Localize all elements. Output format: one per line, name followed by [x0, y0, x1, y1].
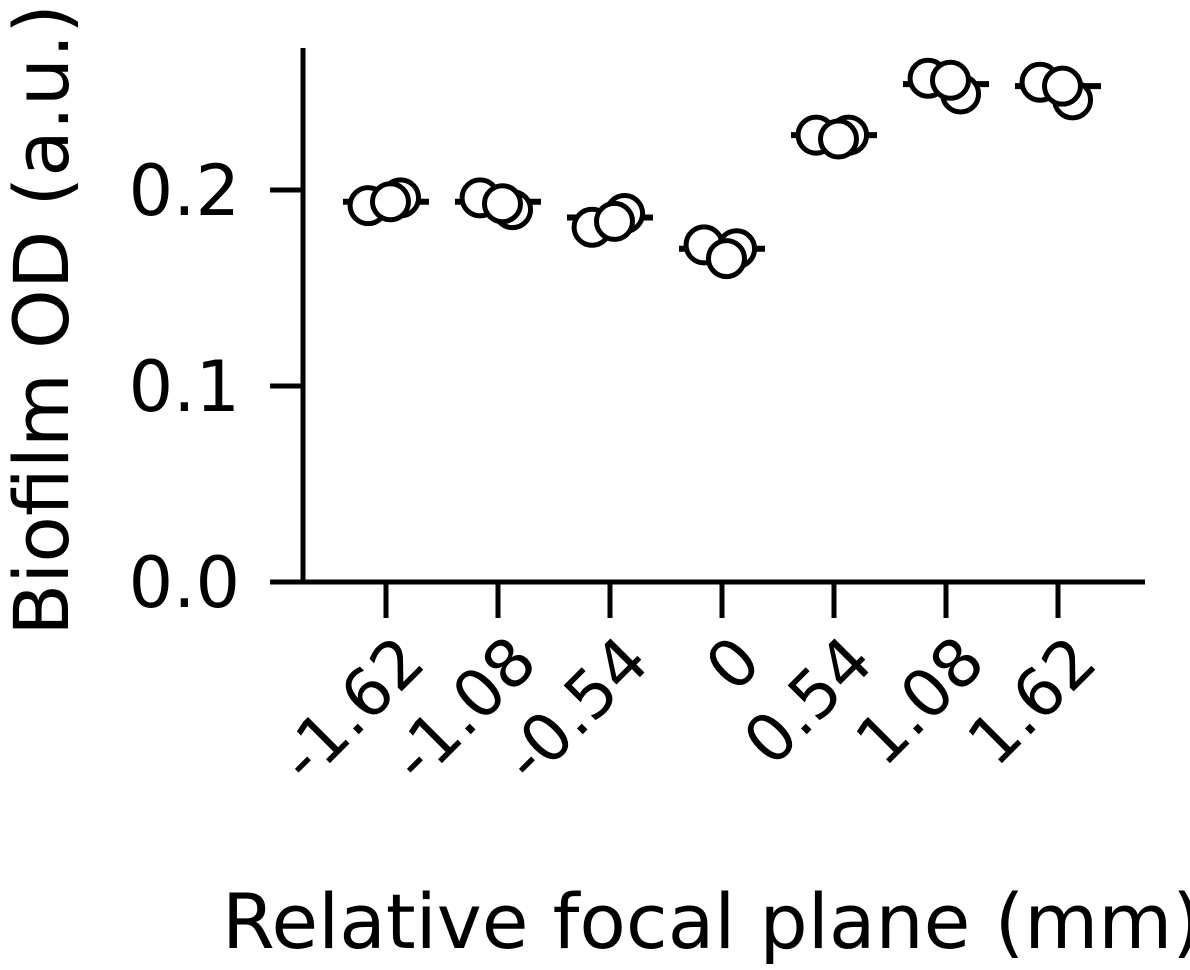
axes: 0.00.10.2-1.62-1.08-0.54 00.541.081.62 — [129, 48, 1145, 797]
y-tick-label: 0.1 — [129, 346, 240, 428]
data-point — [929, 59, 971, 101]
x-tick-label: 1.62 — [953, 622, 1111, 780]
x-axis-title: Relative focal plane (mm) — [222, 877, 1190, 966]
x-tick-label: 1.08 — [841, 622, 999, 780]
data-point — [481, 183, 523, 225]
data-marks — [343, 57, 1101, 280]
y-tick-label: 0.0 — [129, 542, 240, 624]
data-point — [705, 238, 747, 280]
data-point — [1041, 65, 1083, 107]
data-point — [817, 118, 859, 160]
y-tick-label: 0.2 — [129, 150, 240, 232]
data-point — [369, 181, 411, 223]
y-axis-title: Biofilm OD (a.u.) — [0, 4, 86, 636]
x-tick-label: 0.54 — [729, 622, 887, 780]
data-point — [593, 200, 635, 242]
